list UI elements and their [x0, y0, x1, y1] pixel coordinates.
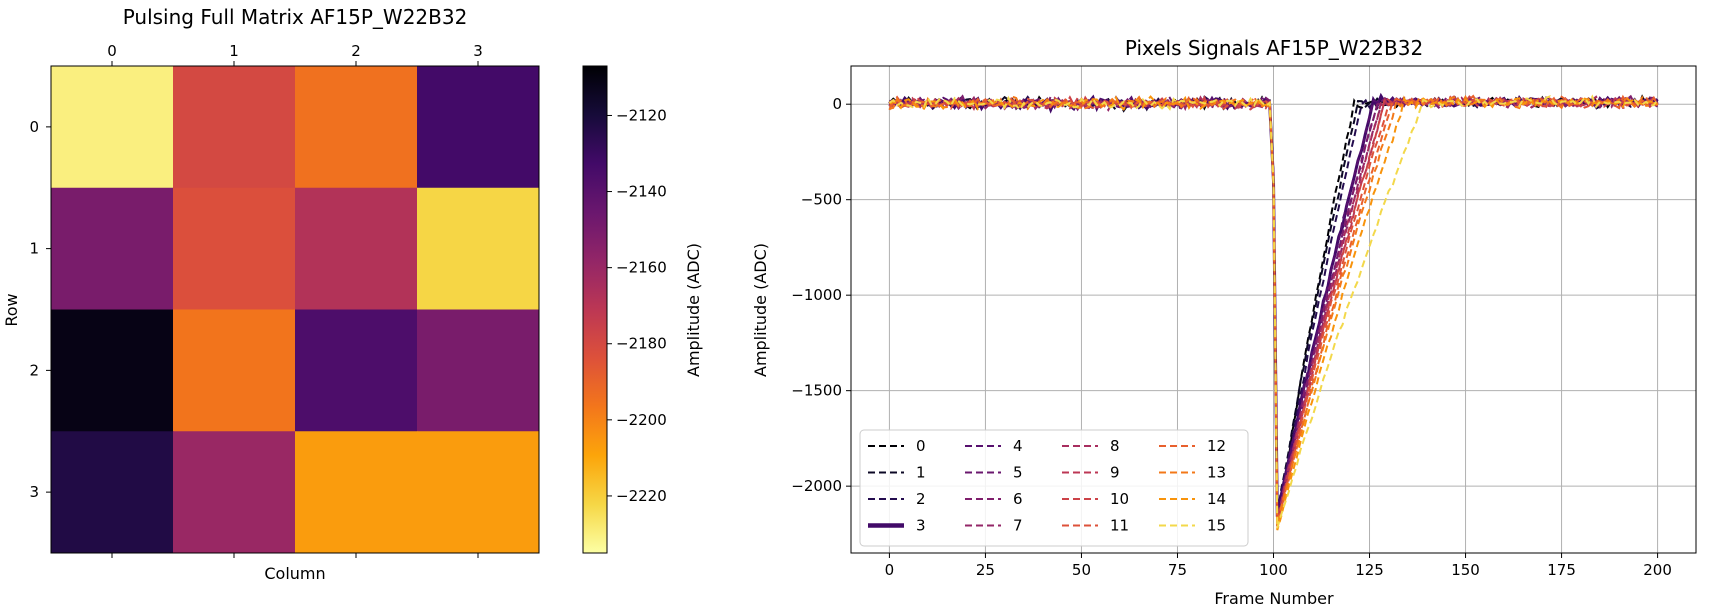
x-tick-label: 125 — [1355, 561, 1384, 579]
heatmap-panel: Pulsing Full Matrix AF15P_W22B32 0 1 2 3 0 1… — [2, 5, 540, 583]
heatmap-frame — [50, 65, 540, 554]
line-chart-x-ticks: 0 25 50 75 100 125 150 175 200 — [885, 553, 1672, 579]
heatmap-row-tick-label: 1 — [29, 240, 39, 258]
heatmap-column-ticks: 0 1 2 3 — [107, 42, 483, 558]
legend-label: 15 — [1207, 517, 1226, 535]
legend-box — [859, 429, 1249, 547]
line-chart-xlabel: Frame Number — [1214, 589, 1334, 608]
heatmap-cell — [417, 309, 540, 432]
line-chart-y-ticks: 0 −500 −1000 −1500 −2000 — [791, 95, 851, 495]
colorbar-bar — [582, 65, 608, 554]
legend-label: 6 — [1013, 490, 1023, 508]
y-tick-label: 0 — [832, 95, 842, 113]
heatmap-cell — [295, 66, 418, 189]
heatmap-cells — [51, 66, 540, 554]
heatmap-cell — [173, 66, 296, 189]
colorbar-tick-label: −2120 — [616, 106, 667, 124]
heatmap-cell — [51, 66, 174, 189]
line-chart-panel: Pixels Signals AF15P_W22B32 0 25 50 75 100 12… — [751, 36, 1697, 608]
legend-label: 14 — [1207, 490, 1226, 508]
x-tick-label: 75 — [1168, 561, 1187, 579]
legend-label: 4 — [1013, 437, 1023, 455]
legend-label: 12 — [1207, 437, 1226, 455]
heatmap-cell — [51, 187, 174, 310]
line-chart-title: Pixels Signals AF15P_W22B32 — [1125, 36, 1423, 60]
heatmap-cell — [417, 187, 540, 310]
colorbar-tick-label: −2180 — [616, 335, 667, 353]
legend-label: 11 — [1110, 517, 1129, 535]
legend-label: 8 — [1110, 437, 1120, 455]
colorbar-tick-label: −2140 — [616, 183, 667, 201]
legend-label: 9 — [1110, 464, 1120, 482]
colorbar-tick-label: −2220 — [616, 487, 667, 505]
x-tick-label: 175 — [1547, 561, 1576, 579]
y-tick-label: −500 — [801, 191, 842, 209]
x-tick-label: 100 — [1259, 561, 1288, 579]
heatmap-column-tick-label: 0 — [107, 42, 117, 60]
heatmap-cell — [295, 431, 418, 554]
heatmap-cell — [295, 187, 418, 310]
legend-label: 5 — [1013, 464, 1023, 482]
x-tick-label: 0 — [885, 561, 895, 579]
heatmap-cell — [417, 431, 540, 554]
x-tick-label: 150 — [1451, 561, 1480, 579]
line-chart-ylabel: Amplitude (ADC) — [751, 243, 770, 377]
heatmap-cell — [173, 309, 296, 432]
heatmap-cell — [51, 309, 174, 432]
x-tick-label: 50 — [1072, 561, 1091, 579]
x-tick-label: 200 — [1643, 561, 1672, 579]
heatmap-ylabel: Row — [2, 293, 21, 326]
legend-label: 13 — [1207, 464, 1226, 482]
heatmap-column-tick-label: 2 — [351, 42, 361, 60]
y-tick-label: −1500 — [791, 382, 842, 400]
heatmap-cell — [417, 66, 540, 189]
y-tick-label: −1000 — [791, 286, 842, 304]
colorbar-tick-label: −2200 — [616, 411, 667, 429]
heatmap-title: Pulsing Full Matrix AF15P_W22B32 — [123, 5, 468, 29]
colorbar-tick-label: −2160 — [616, 259, 667, 277]
legend-label: 3 — [916, 517, 926, 535]
legend-label: 0 — [916, 437, 926, 455]
legend-label: 1 — [916, 464, 926, 482]
heatmap-column-tick-label: 3 — [473, 42, 483, 60]
legend-label: 2 — [916, 490, 926, 508]
colorbar-ticks: −2120 −2140 −2160 −2180 −2200 −2220 — [607, 106, 667, 505]
heatmap-xlabel: Column — [264, 564, 325, 583]
heatmap-column-tick-label: 1 — [229, 42, 239, 60]
colorbar: −2120 −2140 −2160 −2180 −2200 −2220 Amplitude… — [582, 65, 703, 554]
heatmap-row-tick-label: 3 — [29, 483, 39, 501]
heatmap-cell — [173, 431, 296, 554]
colorbar-label: Amplitude (ADC) — [684, 243, 703, 377]
line-chart-series — [888, 92, 1659, 531]
legend-label: 10 — [1110, 490, 1129, 508]
heatmap-cell — [295, 309, 418, 432]
series-line — [888, 94, 1659, 529]
y-tick-label: −2000 — [791, 477, 842, 495]
heatmap-cell — [51, 431, 174, 554]
heatmap-row-tick-label: 0 — [29, 118, 39, 136]
x-tick-label: 25 — [976, 561, 995, 579]
heatmap-row-ticks: 0 1 2 3 — [29, 118, 51, 501]
heatmap-cell — [173, 187, 296, 310]
legend-label: 7 — [1013, 517, 1023, 535]
heatmap-row-tick-label: 2 — [29, 361, 39, 379]
